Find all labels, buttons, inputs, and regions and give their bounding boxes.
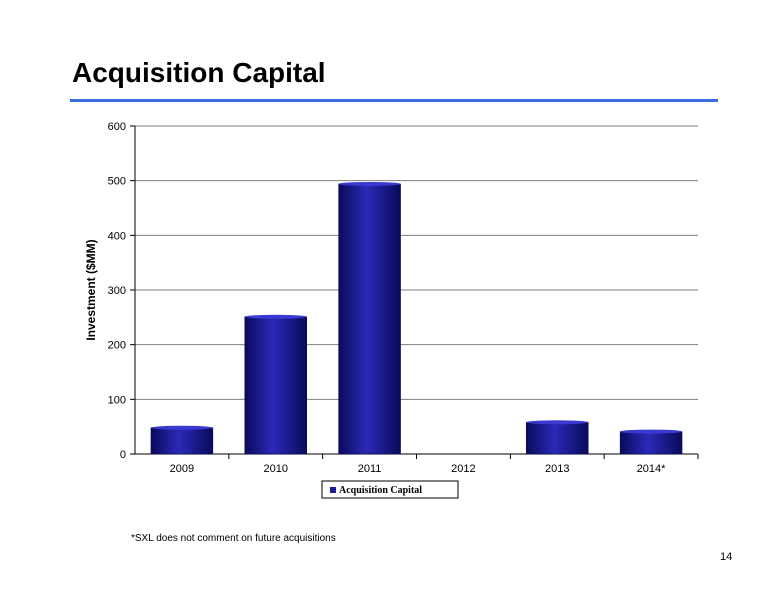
y-tick-label: 100: [108, 394, 126, 406]
page-number: 14: [720, 551, 733, 563]
bar: [619, 431, 683, 455]
x-tick-label: 2013: [545, 463, 569, 475]
y-axis-label: Investment ($MM): [84, 239, 98, 340]
bar: [526, 422, 589, 455]
y-tick-label: 300: [108, 285, 126, 297]
legend: Acquisition Capital: [321, 480, 459, 499]
gridlines: [135, 125, 698, 400]
x-tick-label: 2014*: [637, 463, 666, 475]
x-tick-label: 2010: [264, 463, 288, 475]
bar-top: [526, 420, 589, 425]
slide-title: Acquisition Capital: [72, 57, 326, 88]
y-tick-label: 200: [108, 340, 126, 352]
x-tick-label: 2011: [358, 463, 382, 475]
legend-swatch: [330, 487, 336, 493]
tick-labels: 0 100 200 300 400 500 600 2009 2010 2011 2012 2013 2…: [108, 121, 667, 475]
footnote: *SXL does not comment on future acquisit…: [131, 533, 336, 544]
bar-top: [338, 181, 401, 186]
x-tick-label: 2009: [170, 463, 194, 475]
bar-top: [150, 425, 213, 430]
bar-top: [620, 429, 683, 434]
legend-box: [321, 480, 459, 499]
title-underline: [70, 99, 718, 102]
y-tick-label: 0: [120, 449, 126, 461]
x-tick-label: 2012: [451, 463, 475, 475]
bars: [150, 181, 683, 455]
axes: [130, 125, 699, 459]
bar-top: [244, 314, 307, 319]
bar: [338, 183, 401, 455]
bar: [244, 316, 307, 455]
bar: [150, 427, 214, 455]
y-tick-label: 600: [108, 121, 126, 133]
y-tick-label: 400: [108, 230, 126, 242]
y-tick-label: 500: [108, 176, 126, 188]
legend-label: Acquisition Capital: [339, 485, 422, 496]
